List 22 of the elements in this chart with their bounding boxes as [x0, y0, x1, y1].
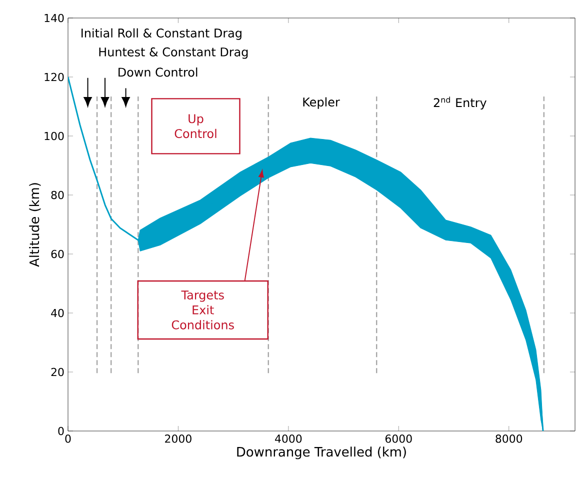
annotation: 2$^{nd}$ Entry	[434, 96, 486, 110]
y-tick-label: 60	[51, 250, 64, 258]
x-tick-label: 2000	[165, 434, 192, 443]
y-axis-title: Altitude (km)	[29, 183, 41, 267]
y-tick-label: 140	[44, 14, 64, 22]
y-tick-label: 0	[58, 426, 64, 436]
x-tick-label: 4000	[275, 434, 302, 443]
x-tick-label: 6000	[385, 434, 412, 443]
y-tick-label: 100	[44, 132, 64, 140]
x-axis-title: Downrange Travelled (km)	[237, 446, 406, 460]
y-tick-label: 40	[51, 308, 64, 318]
annotation: Huntest & Constant Drag	[99, 47, 248, 59]
annotation: Kepler	[303, 97, 340, 109]
annotation: Down Control	[118, 67, 198, 77]
y-tick-label: 20	[51, 368, 64, 376]
y-tick-label: 120	[44, 72, 64, 82]
y-tick-label: 80	[51, 190, 64, 200]
annotation: Targets Exit Conditions	[172, 290, 234, 330]
annotation: Up Control	[174, 114, 216, 138]
annotation: Initial Roll & Constant Drag	[82, 28, 242, 40]
x-tick-label: 0	[65, 434, 71, 443]
x-tick-label: 8000	[496, 434, 522, 443]
